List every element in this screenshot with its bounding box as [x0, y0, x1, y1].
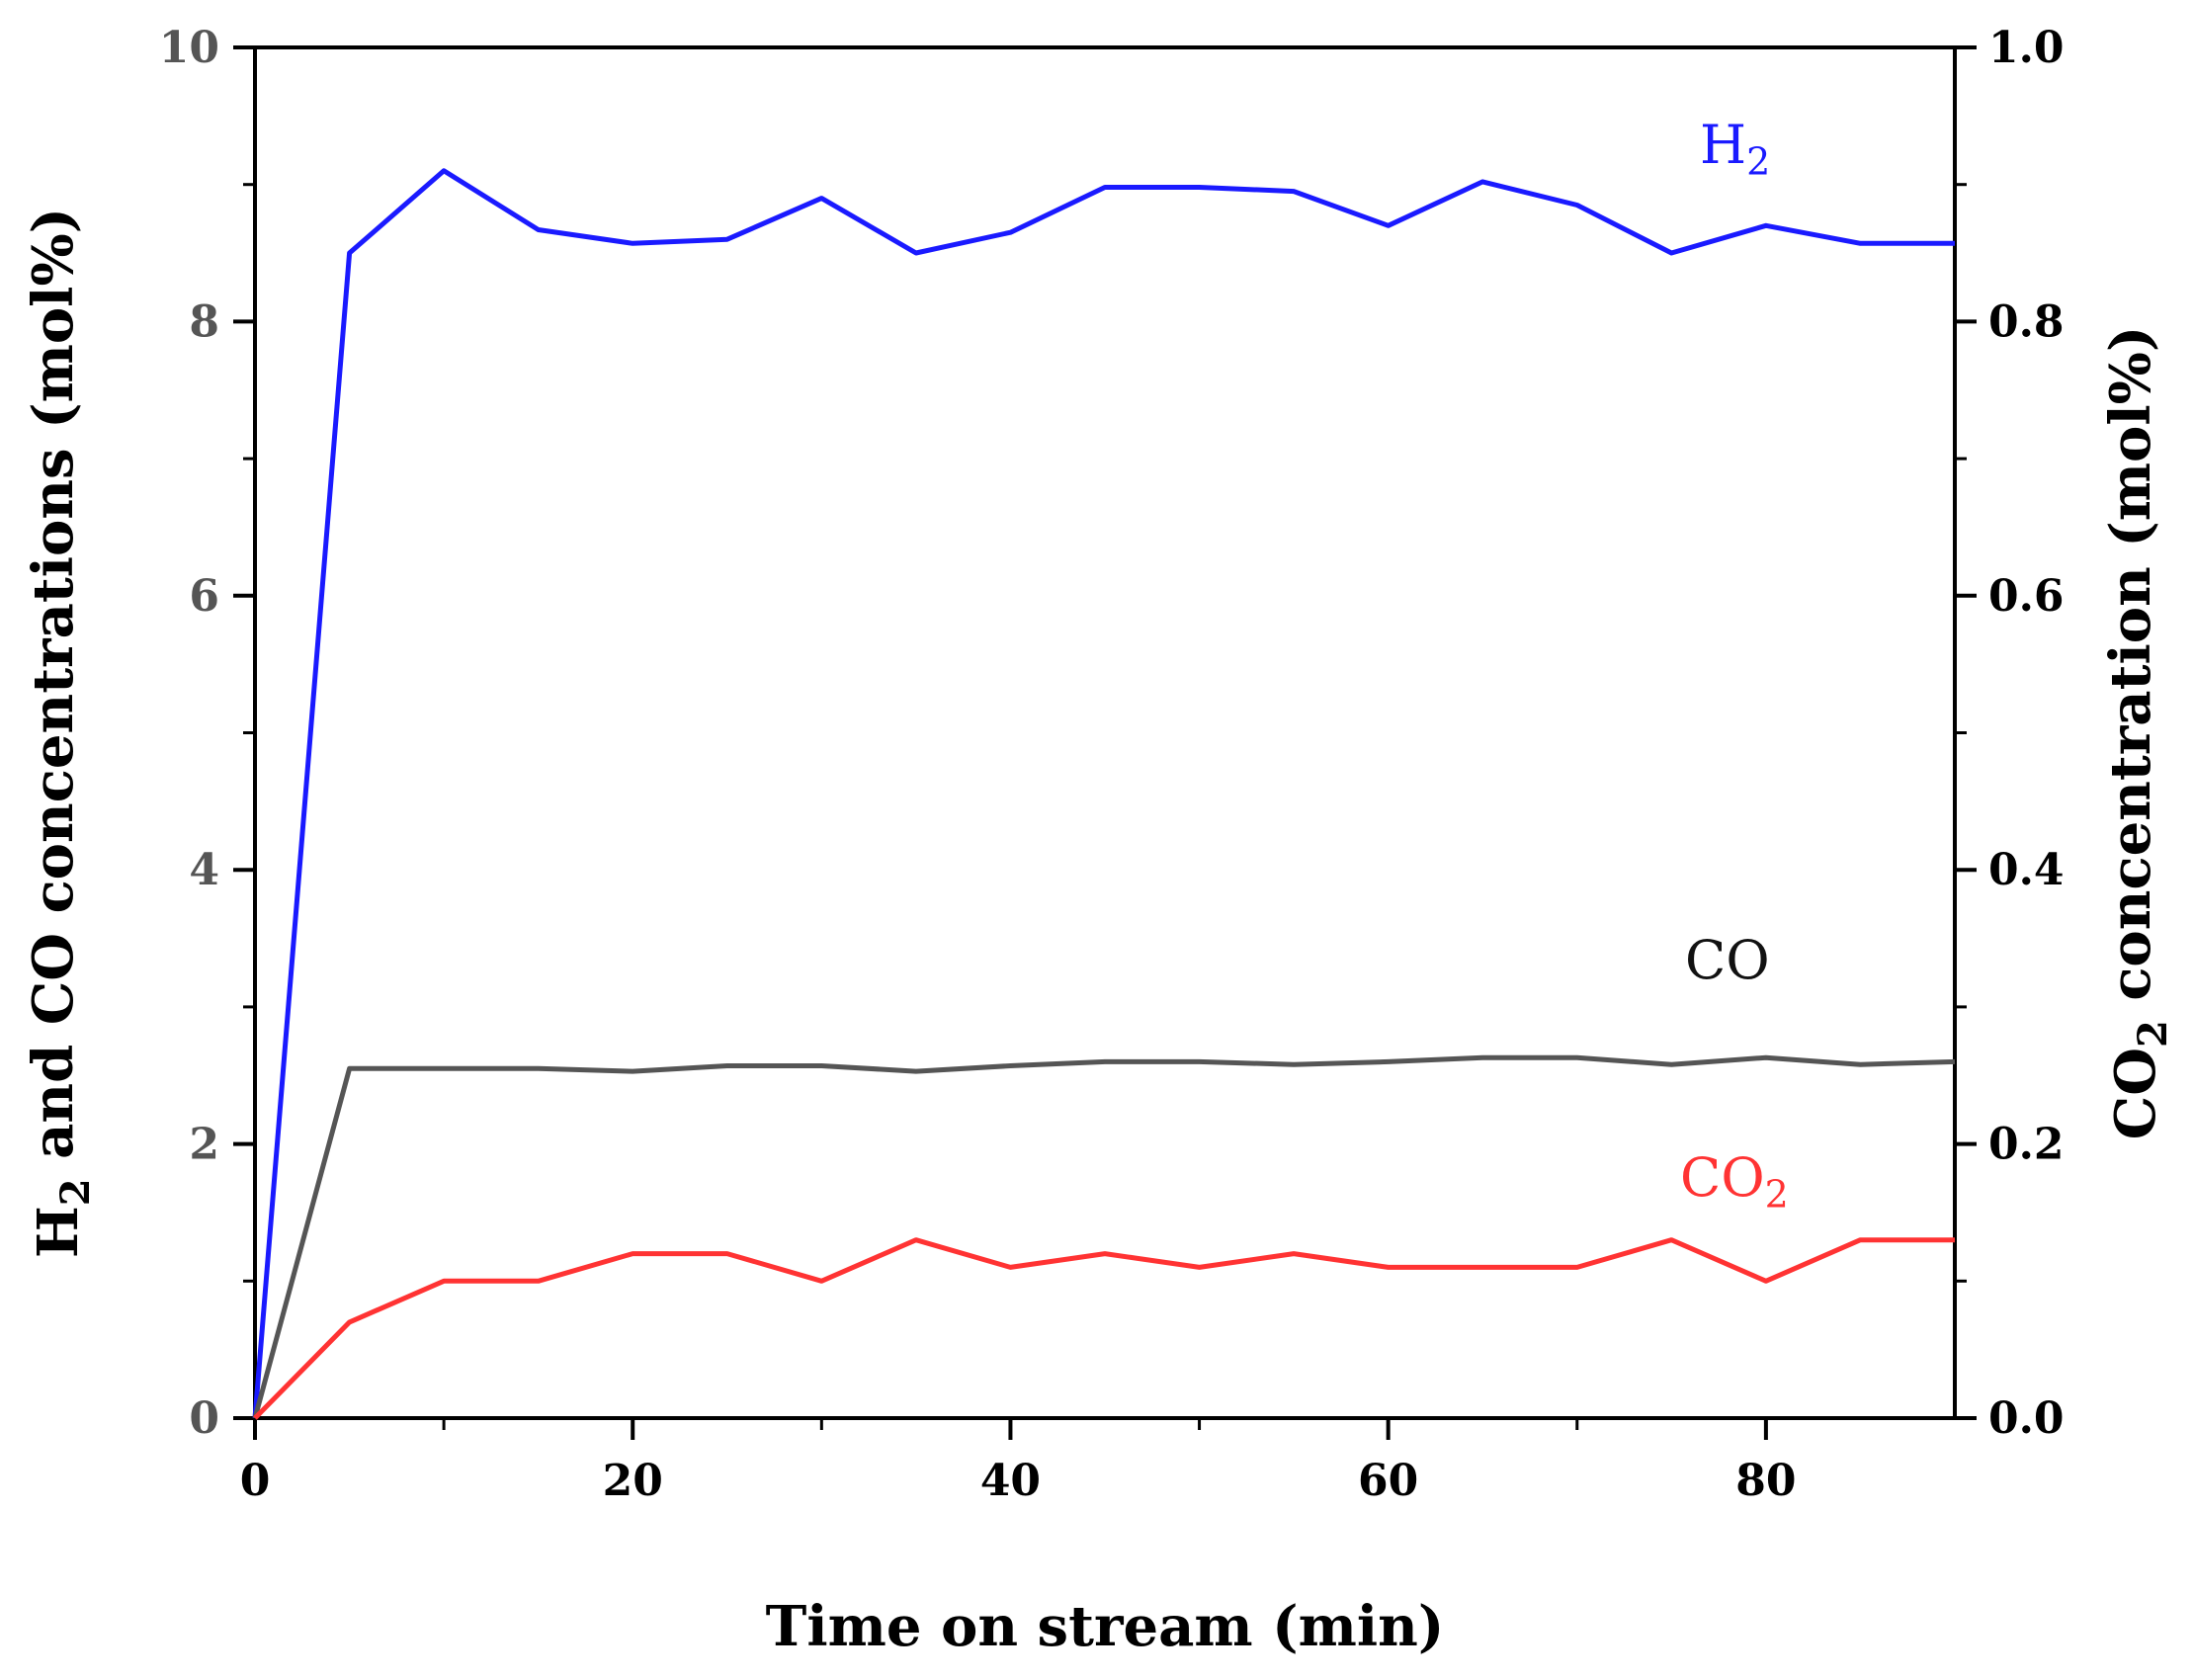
- y-right-tick-label: 0.8: [1988, 296, 2065, 347]
- y-left-tick-label: 6: [189, 571, 219, 622]
- axis-titles: Time on stream (min) H2 and CO concentrat…: [21, 208, 2176, 1659]
- y-right-tick-label: 0.2: [1988, 1120, 2065, 1170]
- x-tick-label: 80: [1735, 1456, 1796, 1506]
- y-right-tick-label: 0.0: [1988, 1393, 2065, 1444]
- y-left-tick-label: 10: [159, 23, 219, 73]
- axis-ticks: 0 20 40 60 80 0 2 4 6 8 10 0.0 0.2 0.4 0.6 0.8 1.0: [159, 23, 2065, 1506]
- series-lines: [252, 168, 1956, 1420]
- x-axis-title: Time on stream (min): [766, 1594, 1445, 1659]
- y-right-axis-title: CO2 concentration (mol%): [2098, 326, 2176, 1140]
- plot-frame: [253, 45, 1957, 1420]
- y-right-tick-label: 0.4: [1988, 845, 2065, 895]
- plot-axes: [253, 45, 1957, 1420]
- x-tick-label: 40: [980, 1456, 1041, 1506]
- series-label-co2: CO2: [1680, 1146, 1789, 1216]
- y-left-tick-label: 0: [189, 1393, 219, 1444]
- y-right-tick-label: 1.0: [1988, 23, 2065, 73]
- x-tick-label: 20: [603, 1456, 663, 1506]
- series-line-co: [252, 1054, 1956, 1419]
- series-label-h2: H2: [1700, 114, 1770, 183]
- y-left-axis-title: H2 and CO concentrations (mol%): [21, 208, 99, 1258]
- series-labels: H2 CO CO2: [1680, 114, 1789, 1216]
- x-tick-label: 0: [240, 1456, 271, 1506]
- y-left-tick-label: 2: [189, 1120, 219, 1170]
- x-tick-label: 60: [1358, 1456, 1418, 1506]
- y-left-tick-label: 4: [189, 845, 219, 895]
- series-line-co2: [253, 1237, 1955, 1420]
- y-left-tick-label: 8: [189, 296, 219, 347]
- series-label-co: CO: [1685, 929, 1770, 991]
- series-line-h2: [252, 168, 1955, 1419]
- y-right-tick-label: 0.6: [1988, 571, 2065, 622]
